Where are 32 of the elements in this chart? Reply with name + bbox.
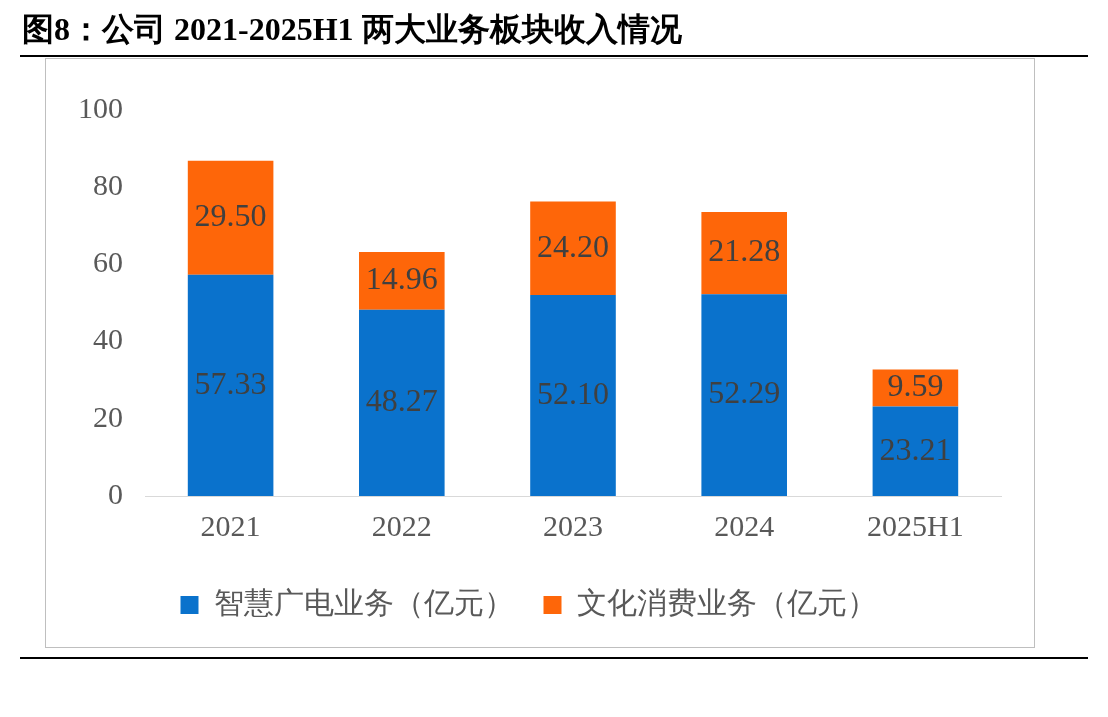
bar	[359, 309, 445, 496]
x-tick-label: 2025H1	[867, 508, 964, 542]
y-tick-label: 40	[93, 322, 123, 356]
bar	[701, 294, 787, 496]
bar	[530, 294, 616, 496]
text: 52.10	[537, 374, 609, 411]
text: 23.21	[879, 430, 952, 467]
text: 24.20	[537, 227, 609, 264]
bar	[701, 212, 787, 295]
bar	[872, 406, 959, 496]
x-tick-label: 2022	[371, 508, 432, 542]
text: 9.59	[887, 367, 944, 404]
y-tick-label: 80	[93, 168, 123, 202]
legend-label: 文化消费业务（亿元）	[576, 584, 877, 620]
text: 14.96	[365, 260, 438, 297]
bar	[187, 274, 274, 496]
text: 52.29	[708, 374, 781, 411]
y-tick-label: 60	[93, 245, 123, 279]
text: 29.50	[194, 197, 267, 234]
bar	[530, 201, 616, 295]
x-tick-label: 2024	[714, 508, 775, 542]
x-tick-label: 2021	[200, 508, 261, 542]
y-tick-label: 20	[93, 399, 123, 433]
bar	[187, 160, 274, 275]
legend-label: 智慧广电业务（亿元）	[213, 584, 514, 620]
y-tick-label: 0	[108, 476, 123, 510]
x-tick-label: 2023	[543, 508, 603, 542]
text: 57.33	[194, 364, 267, 401]
text: 21.28	[708, 232, 781, 269]
y-tick-label: 100	[78, 90, 123, 124]
text: 48.27	[365, 382, 438, 419]
chart-title: 图8：公司 2021-2025H1 两大业务板块收入情况	[22, 10, 682, 49]
